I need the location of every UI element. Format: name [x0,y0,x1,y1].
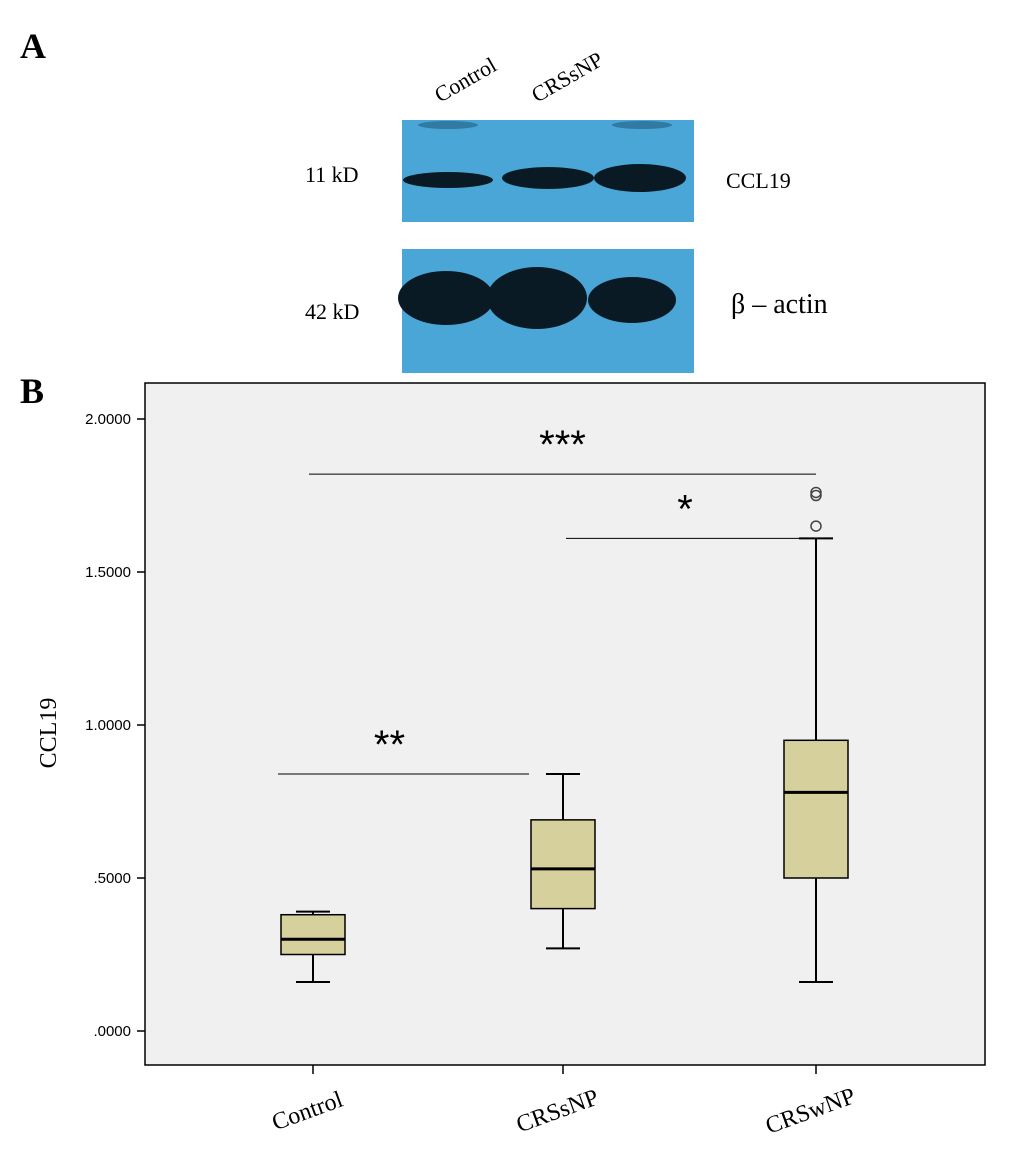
lane-label-control: Control [430,52,501,107]
blot-smear [612,121,672,129]
plot-area [144,382,986,1066]
box-crssnp [530,772,596,950]
box-plots [280,486,849,984]
blot-band [502,167,594,189]
blot-beta-actin [398,249,694,373]
y-axis-label: CCL19 [36,698,62,769]
panel-a-letter: A [20,26,46,66]
significance-brackets: ****** [278,423,832,775]
panel-b-letter: B [20,371,44,411]
blot-protein-beta-actin: β – actin [731,289,828,320]
x-tick-label: CRSwNP [762,1083,859,1139]
x-tick-label: CRSsNP [513,1085,602,1139]
box-iqr [280,913,346,956]
box-iqr [530,819,596,910]
blot-size-11kd: 11 kD [305,162,359,187]
blot-band [588,277,676,323]
blot-band [594,164,686,192]
outlier-point [810,486,822,499]
box-iqr [783,739,849,879]
blot-ccl19 [402,120,694,222]
lane-label-crssnp: CRSsNP [527,47,607,108]
y-axis: .0000 .5000 1.0000 1.5000 2.0000 [85,411,145,1040]
blot-band [487,267,587,329]
blot-smear [418,121,478,129]
outlier-point [810,520,822,532]
blot-band [398,271,494,325]
y-tick-label: 2.0000 [85,411,131,428]
y-tick-label: 1.5000 [85,564,131,581]
y-tick-label: .0000 [93,1023,131,1040]
blot-band [403,172,493,188]
y-tick-label: .5000 [93,870,131,887]
box-control [280,910,346,984]
significance-label: * [677,487,693,531]
y-tick-label: 1.0000 [85,717,131,734]
x-axis: Control CRSsNP CRSwNP [269,1065,859,1140]
outlier-point [810,489,822,502]
significance-label: ** [374,723,405,767]
blot-protein-ccl19: CCL19 [726,168,791,193]
significance-label: *** [539,423,586,467]
blot-size-42kd: 42 kD [305,299,359,324]
box-crswnp [783,486,849,984]
x-tick-label: Control [269,1087,347,1137]
